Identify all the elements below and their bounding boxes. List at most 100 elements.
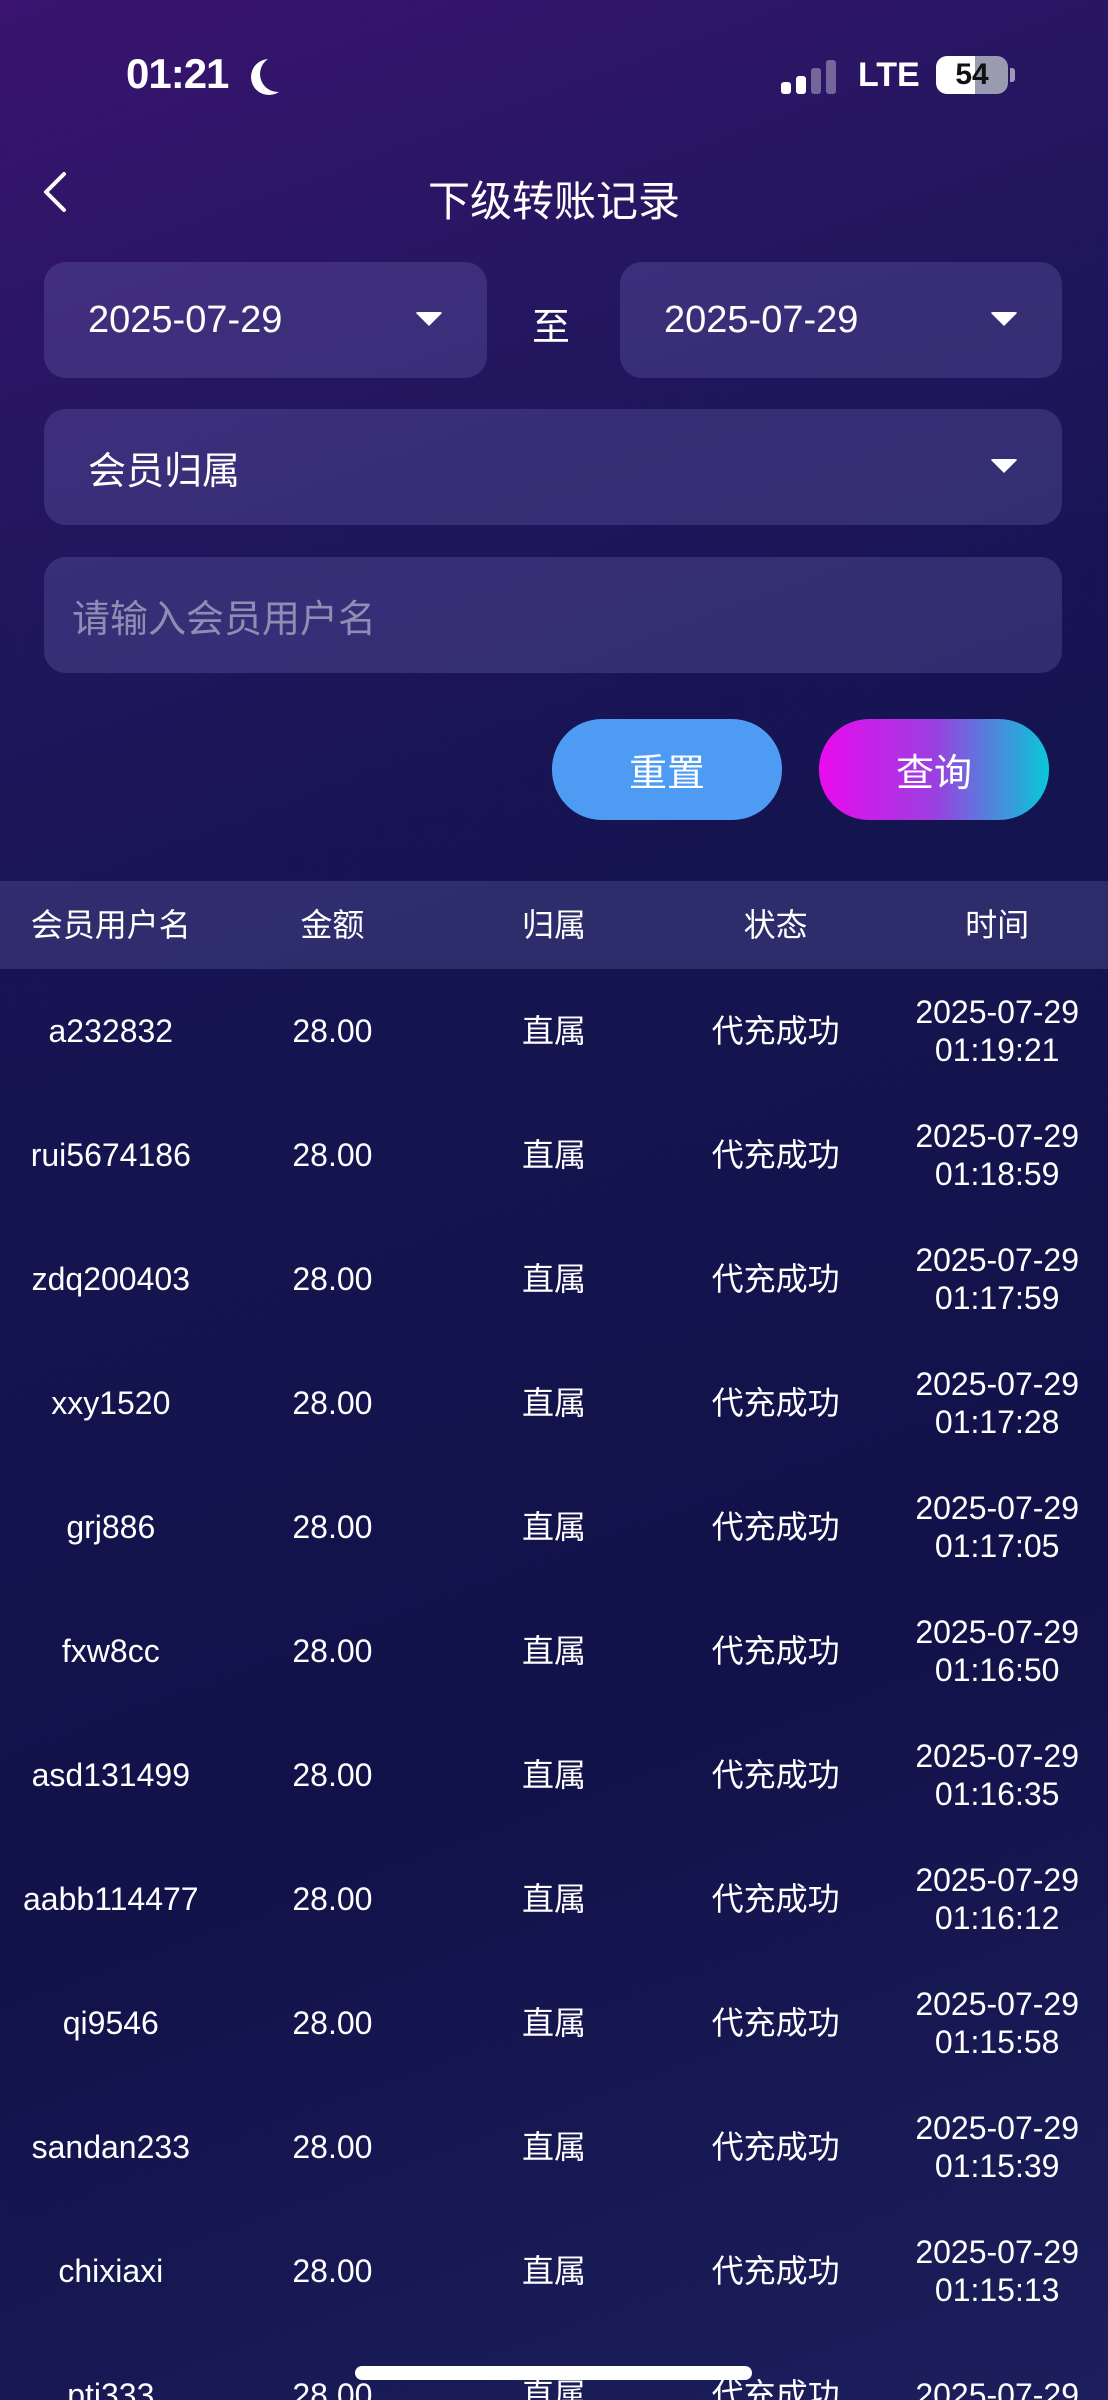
amount-cell: 28.00 — [292, 1013, 373, 1049]
date-text: 2025-07-29 — [915, 1366, 1080, 1402]
username-cell: asd131499 — [31, 1757, 190, 1793]
clock-text: 01:18:59 — [934, 1156, 1060, 1192]
username-cell: qi9546 — [62, 2005, 159, 2041]
time-cell: 2025-07-29 01:15:58 — [886, 1961, 1108, 2085]
table-header: 会员用户名 金额 归属 状态 时间 — [0, 881, 1108, 969]
time-cell: 2025-07-29 01:17:59 — [886, 1217, 1108, 1341]
column-header: 会员用户名 — [30, 907, 191, 943]
table-row[interactable]: pti333 28.00 直属 代充成功 2025-07-29 — [0, 2333, 1108, 2400]
time-cell: 2025-07-29 01:16:35 — [886, 1713, 1108, 1837]
time-cell: 2025-07-29 01:17:28 — [886, 1341, 1108, 1465]
clock-text: 01:17:05 — [934, 1528, 1060, 1564]
amount-cell: 28.00 — [292, 1137, 373, 1173]
membership-value: 会员归属 — [88, 450, 241, 493]
affiliation-cell: 直属 — [521, 2005, 586, 2041]
status-time: 01:21 — [126, 50, 229, 97]
table-row[interactable]: rui5674186 28.00 直属 代充成功 2025-07-29 01:18:59 — [0, 1093, 1108, 1217]
status-cell: 代充成功 — [711, 2129, 840, 2165]
date-text: 2025-07-29 — [915, 1862, 1080, 1898]
table-row[interactable]: zdq200403 28.00 直属 代充成功 2025-07-29 01:17:59 — [0, 1217, 1108, 1341]
status-cell: 代充成功 — [711, 2005, 840, 2041]
date-text: 2025-07-29 — [915, 1242, 1080, 1278]
time-cell: 2025-07-29 01:18:59 — [886, 1093, 1108, 1217]
amount-cell: 28.00 — [292, 1509, 373, 1545]
affiliation-cell: 直属 — [521, 1261, 586, 1297]
status-cell: 代充成功 — [711, 1633, 840, 1669]
caret-down-icon — [990, 312, 1018, 326]
date-text: 2025-07-29 — [915, 2234, 1080, 2270]
caret-down-icon — [990, 459, 1018, 473]
table-row[interactable]: fxw8cc 28.00 直属 代充成功 2025-07-29 01:16:50 — [0, 1589, 1108, 1713]
end-date-picker[interactable]: 2025-07-29 — [620, 262, 1062, 378]
username-cell: sandan233 — [31, 2129, 190, 2165]
clock-text: 01:16:12 — [934, 1900, 1060, 1936]
home-indicator[interactable] — [355, 2366, 752, 2380]
affiliation-cell: 直属 — [521, 1881, 586, 1917]
start-date-value: 2025-07-29 — [88, 298, 283, 341]
date-text: 2025-07-29 — [915, 1738, 1080, 1774]
date-text: 2025-07-29 — [915, 1490, 1080, 1526]
signal-icon — [781, 60, 836, 94]
clock-text: 01:16:35 — [934, 1776, 1060, 1812]
moon-icon — [260, 56, 296, 92]
column-header: 金额 — [300, 907, 365, 943]
amount-cell: 28.00 — [292, 1633, 373, 1669]
status-cell: 代充成功 — [711, 1881, 840, 1917]
start-date-picker[interactable]: 2025-07-29 — [44, 262, 487, 378]
affiliation-cell: 直属 — [521, 2377, 586, 2400]
amount-cell: 28.00 — [292, 2129, 373, 2165]
status-cell: 代充成功 — [711, 2377, 840, 2400]
amount-cell: 28.00 — [292, 2377, 373, 2400]
status-cell: 代充成功 — [711, 1013, 840, 1049]
table-row[interactable]: sandan233 28.00 直属 代充成功 2025-07-29 01:15:39 — [0, 2085, 1108, 2209]
table-row[interactable]: chixiaxi 28.00 直属 代充成功 2025-07-29 01:15:13 — [0, 2209, 1108, 2333]
clock-text: 01:17:59 — [934, 1280, 1060, 1316]
membership-select[interactable]: 会员归属 — [44, 409, 1062, 525]
amount-cell: 28.00 — [292, 1261, 373, 1297]
time-cell: 2025-07-29 01:19:21 — [886, 969, 1108, 1093]
reset-button[interactable]: 重置 — [552, 719, 782, 820]
status-cell: 代充成功 — [711, 2253, 840, 2289]
time-cell: 2025-07-29 01:15:13 — [886, 2209, 1108, 2333]
username-cell: a232832 — [48, 1013, 174, 1049]
affiliation-cell: 直属 — [521, 1385, 586, 1421]
status-cell: 代充成功 — [711, 1757, 840, 1793]
username-cell: rui5674186 — [30, 1137, 191, 1173]
back-icon[interactable] — [40, 170, 70, 214]
date-text: 2025-07-29 — [915, 994, 1080, 1030]
status-cell: 代充成功 — [711, 1385, 840, 1421]
affiliation-cell: 直属 — [521, 2129, 586, 2165]
amount-cell: 28.00 — [292, 1385, 373, 1421]
battery-icon: 54 — [936, 56, 1008, 94]
clock-text: 01:15:13 — [934, 2272, 1060, 2308]
battery-tip — [1010, 68, 1015, 82]
date-separator: 至 — [532, 307, 571, 349]
username-input[interactable]: 请输入会员用户名 — [44, 557, 1062, 673]
affiliation-cell: 直属 — [521, 1137, 586, 1173]
table-body: a232832 28.00 直属 代充成功 2025-07-29 01:19:21 rui5… — [0, 969, 1108, 2400]
table-row[interactable]: qi9546 28.00 直属 代充成功 2025-07-29 01:15:58 — [0, 1961, 1108, 2085]
time-cell: 2025-07-29 01:15:39 — [886, 2085, 1108, 2209]
username-cell: zdq200403 — [31, 1261, 190, 1297]
username-cell: chixiaxi — [58, 2253, 164, 2289]
table-row[interactable]: asd131499 28.00 直属 代充成功 2025-07-29 01:16:35 — [0, 1713, 1108, 1837]
date-text: 2025-07-29 — [915, 1118, 1080, 1154]
date-text: 2025-07-29 — [915, 1614, 1080, 1650]
date-text: 2025-07-29 — [915, 2377, 1080, 2400]
table-row[interactable]: grj886 28.00 直属 代充成功 2025-07-29 01:17:05 — [0, 1465, 1108, 1589]
table-row[interactable]: xxy1520 28.00 直属 代充成功 2025-07-29 01:17:28 — [0, 1341, 1108, 1465]
table-row[interactable]: aabb114477 28.00 直属 代充成功 2025-07-29 01:16:12 — [0, 1837, 1108, 1961]
clock-text: 01:17:28 — [934, 1404, 1060, 1440]
table-row[interactable]: a232832 28.00 直属 代充成功 2025-07-29 01:19:21 — [0, 969, 1108, 1093]
query-button[interactable]: 查询 — [819, 719, 1049, 820]
clock-text: 01:15:39 — [934, 2148, 1060, 2184]
username-cell: grj886 — [66, 1509, 156, 1545]
status-cell: 代充成功 — [711, 1137, 840, 1173]
date-text: 2025-07-29 — [915, 2110, 1080, 2146]
affiliation-cell: 直属 — [521, 1509, 586, 1545]
time-cell: 2025-07-29 01:17:05 — [886, 1465, 1108, 1589]
end-date-value: 2025-07-29 — [664, 298, 859, 341]
status-cell: 代充成功 — [711, 1509, 840, 1545]
username-cell: fxw8cc — [61, 1633, 160, 1669]
network-label: LTE — [858, 56, 920, 94]
